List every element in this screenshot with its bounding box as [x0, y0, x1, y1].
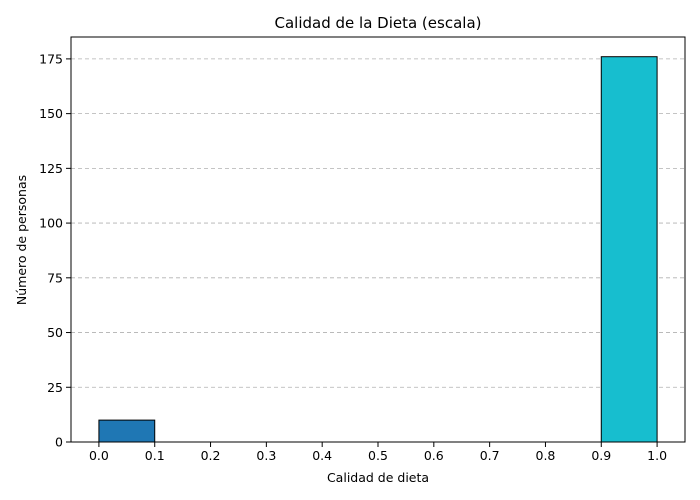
y-axis-ticks: 0 25 50 75 100 125 150 175 [39, 51, 71, 450]
x-tick-label: 0.9 [591, 448, 611, 463]
y-tick-label: 0 [55, 435, 63, 450]
plot-frame [70, 36, 686, 443]
y-tick-label: 100 [39, 216, 63, 231]
x-tick-label: 0.4 [312, 448, 332, 463]
y-axis-label: Número de personas [14, 175, 29, 305]
histogram-bar [600, 56, 658, 443]
y-tick-label: 125 [39, 161, 63, 176]
x-tick-label: 0.0 [89, 448, 109, 463]
y-tick-label: 50 [47, 325, 63, 340]
x-axis-ticks: 0.0 0.1 0.2 0.3 0.4 0.5 0.6 0.7 0.8 0.9 1.0 [89, 442, 667, 463]
y-tick-label: 75 [47, 270, 63, 285]
x-tick-label: 0.2 [201, 448, 221, 463]
grid-lines [71, 58, 685, 443]
x-tick-label: 0.7 [480, 448, 500, 463]
x-tick-label: 0.5 [368, 448, 388, 463]
x-tick-label: 0.1 [145, 448, 165, 463]
x-tick-label: 0.6 [424, 448, 444, 463]
x-axis-label: Calidad de dieta [327, 470, 429, 485]
y-tick-label: 25 [47, 380, 63, 395]
histogram-bar [98, 419, 156, 443]
y-tick-label: 150 [39, 106, 63, 121]
x-tick-label: 0.8 [536, 448, 556, 463]
y-tick-label: 175 [39, 51, 63, 66]
bars [98, 56, 658, 443]
x-tick-label: 0.3 [256, 448, 276, 463]
chart-title: Calidad de la Dieta (escala) [275, 14, 482, 32]
x-tick-label: 1.0 [647, 448, 667, 463]
